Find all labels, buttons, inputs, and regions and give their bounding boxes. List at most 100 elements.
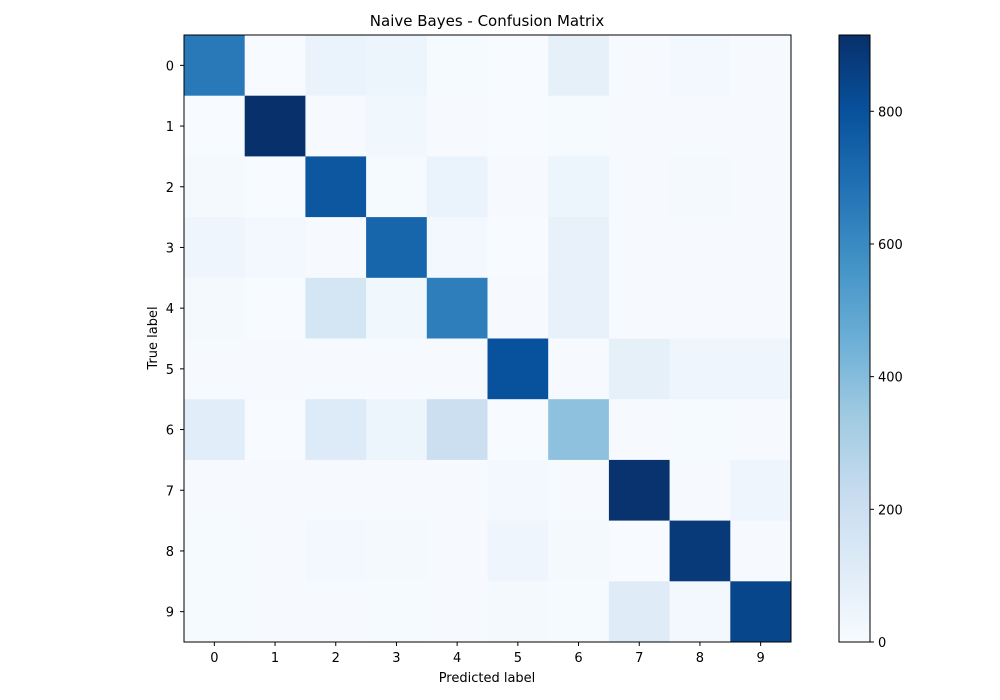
y-tick-label: 2 [166,181,174,196]
y-tick-label: 5 [166,363,174,378]
x-axis-ticks: 0 1 2 3 4 5 6 7 8 9 [210,642,765,666]
heatmap-cell [426,459,488,522]
heatmap-cell [548,35,610,97]
heatmap-cell [548,459,610,522]
heatmap-cell [730,156,792,218]
heatmap-cell [487,156,549,218]
colorbar-tick-label: 800 [878,105,903,120]
heatmap-cell [487,277,549,339]
heatmap-cell [487,95,549,157]
y-tick-label: 4 [166,302,174,317]
heatmap-cell [184,95,246,157]
heatmap-cell [244,95,306,157]
heatmap-cell [669,95,731,157]
heatmap-cell [244,217,306,279]
heatmap-cell [366,217,428,279]
heatmap-cell [608,399,671,461]
heatmap-cell [669,520,731,582]
heatmap-cell [184,156,246,218]
y-tick-label: 9 [166,606,174,621]
heatmap-cell [426,338,488,400]
heatmap-cell [184,399,246,461]
heatmap-cell [548,338,610,400]
heatmap-cell [487,399,549,461]
x-tick-label: 8 [696,651,704,666]
heatmap-cell [730,217,792,279]
heatmap-cell [244,277,306,339]
heatmap-cell [730,520,792,582]
heatmap-cell [244,338,306,400]
heatmap-cell [669,35,731,97]
colorbar-tick-label: 400 [878,371,903,386]
heatmap-cell [487,217,549,279]
colorbar-gradient [838,34,871,643]
heatmap-cell [305,217,367,279]
heatmap-cell [366,277,428,339]
heatmap-cells [184,35,792,643]
x-tick-label: 6 [574,651,582,666]
heatmap-cell [366,338,428,400]
colorbar: 0 200 400 600 800 [838,34,903,651]
heatmap-cell [426,217,488,279]
heatmap-cell [608,581,671,643]
heatmap-cell [305,95,367,157]
heatmap-cell [730,338,792,400]
x-tick-label: 4 [453,651,461,666]
heatmap-cell [305,338,367,400]
heatmap-cell [548,156,610,218]
heatmap-cell [608,35,671,97]
heatmap-cell [366,156,428,218]
heatmap-cell [366,35,428,97]
heatmap-cell [730,277,792,339]
x-tick-label: 0 [210,651,218,666]
heatmap-cell [426,277,488,339]
heatmap-cell [184,459,246,522]
heatmap-cell [487,581,549,643]
heatmap-cell [669,217,731,279]
heatmap-cell [608,277,671,339]
chart-title: Naive Bayes - Confusion Matrix [370,12,605,30]
heatmap-cell [669,338,731,400]
heatmap-cell [426,95,488,157]
plot-frame [183,34,792,643]
heatmap-cell [244,459,306,522]
heatmap-cell [487,459,549,522]
heatmap-cell [244,156,306,218]
heatmap-cell [184,35,246,97]
x-tick-label: 2 [332,651,340,666]
heatmap-cell [730,35,792,97]
heatmap-cell [548,277,610,339]
heatmap-cell [426,581,488,643]
heatmap-cell [669,581,731,643]
heatmap-cell [487,338,549,400]
heatmap-cell [669,459,731,522]
heatmap-cell [730,581,792,643]
heatmap-cell [244,520,306,582]
y-tick-label: 0 [166,59,174,74]
heatmap-cell [305,156,367,218]
heatmap-cell [184,581,246,643]
heatmap-cell [366,520,428,582]
heatmap-cell [730,399,792,461]
heatmap-cell [184,520,246,582]
heatmap-cell [426,520,488,582]
heatmap-cell [305,277,367,339]
heatmap-cell [608,217,671,279]
colorbar-tick-label: 200 [878,503,903,518]
heatmap-cell [305,459,367,522]
x-tick-label: 7 [635,651,643,666]
heatmap-cell [669,156,731,218]
heatmap-cell [487,35,549,97]
heatmap-cell [548,95,610,157]
y-tick-label: 3 [166,241,174,256]
heatmap-cell [366,95,428,157]
heatmap-cell [608,459,671,522]
heatmap-cell [548,581,610,643]
heatmap-cell [669,277,731,339]
x-tick-label: 9 [757,651,765,666]
x-axis-label: Predicted label [439,671,536,686]
heatmap-cell [305,399,367,461]
heatmap-cell [305,581,367,643]
heatmap-cell [426,156,488,218]
